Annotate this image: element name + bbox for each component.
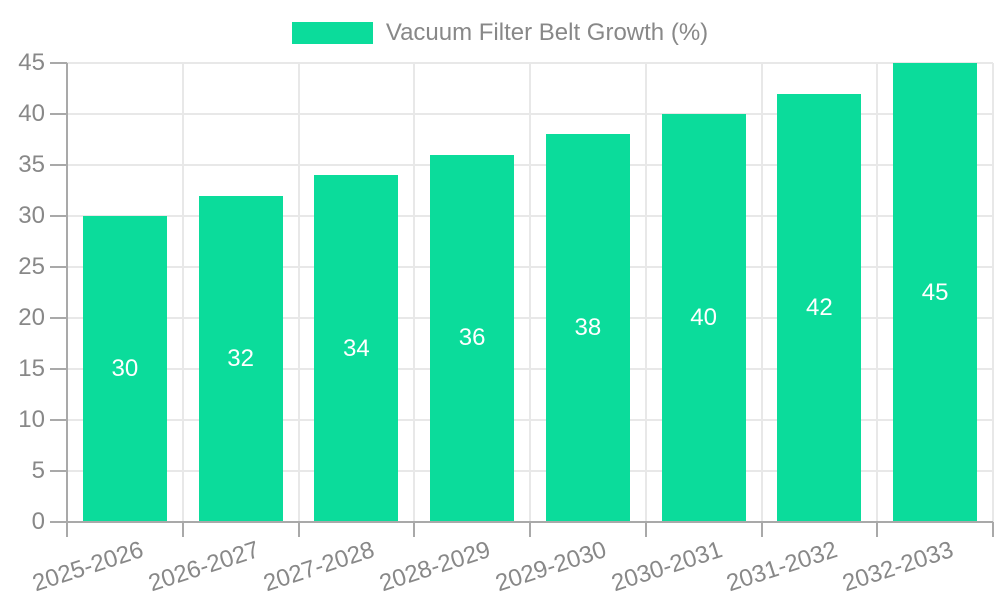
y-tick-label: 35 xyxy=(18,151,45,178)
bar-2028-2029[interactable] xyxy=(430,154,515,522)
x-gridline xyxy=(760,63,763,522)
bar-value-label: 40 xyxy=(690,304,717,331)
y-tick xyxy=(50,62,67,64)
y-tick-label: 45 xyxy=(18,49,45,76)
x-tick xyxy=(876,522,879,537)
y-tick-label: 15 xyxy=(18,355,45,382)
y-tick-label: 5 xyxy=(31,457,45,484)
bar-2025-2026[interactable] xyxy=(82,216,167,522)
bar-2032-2033[interactable] xyxy=(893,63,978,522)
bar-value-label: 36 xyxy=(458,324,486,352)
y-tick xyxy=(50,215,67,217)
x-tick xyxy=(644,522,647,537)
bar-value-label: 42 xyxy=(806,293,833,321)
x-tick xyxy=(181,522,184,537)
y-tick-label: 40 xyxy=(18,100,45,127)
y-tick-label: 30 xyxy=(18,202,45,229)
bar-2027-2028[interactable] xyxy=(314,175,399,522)
bar-2031-2032[interactable] xyxy=(777,93,862,522)
bar-value-label: 34 xyxy=(343,334,370,362)
y-tick-label: 25 xyxy=(18,253,45,280)
y-tick xyxy=(50,113,67,115)
y-tick xyxy=(50,317,67,319)
x-tick xyxy=(297,522,300,537)
x-gridline xyxy=(413,63,416,522)
y-tick-label: 10 xyxy=(18,406,45,433)
x-tick xyxy=(529,522,531,537)
legend-label: Vacuum Filter Belt Growth (%) xyxy=(385,19,709,46)
y-tick xyxy=(50,266,67,268)
x-gridline xyxy=(297,63,300,522)
legend-swatch xyxy=(291,22,373,44)
bar-2029-2030[interactable] xyxy=(545,134,630,522)
bar-value-label: 32 xyxy=(227,344,254,372)
legend[interactable]: Vacuum Filter Belt Growth (%) xyxy=(0,19,1000,47)
y-tick-label: 0 xyxy=(31,508,45,535)
x-gridline xyxy=(992,63,994,522)
x-gridline xyxy=(876,63,879,522)
x-gridline xyxy=(529,63,531,522)
x-tick xyxy=(413,522,416,537)
x-tick xyxy=(760,522,763,537)
x-gridline xyxy=(181,63,184,522)
bar-value-label: 38 xyxy=(574,314,602,342)
y-tick-label: 20 xyxy=(18,304,45,331)
y-tick xyxy=(50,419,67,421)
y-tick xyxy=(50,470,67,472)
bar-value-label: 30 xyxy=(111,355,139,382)
bar-value-label: 45 xyxy=(921,278,949,306)
bar-2030-2031[interactable] xyxy=(661,114,746,522)
x-gridline xyxy=(644,63,647,522)
y-tick xyxy=(50,164,67,166)
y-axis-line xyxy=(66,63,68,537)
y-tick xyxy=(50,521,67,523)
bar-2026-2027[interactable] xyxy=(198,195,283,522)
y-tick xyxy=(50,368,67,370)
x-tick xyxy=(992,522,994,537)
